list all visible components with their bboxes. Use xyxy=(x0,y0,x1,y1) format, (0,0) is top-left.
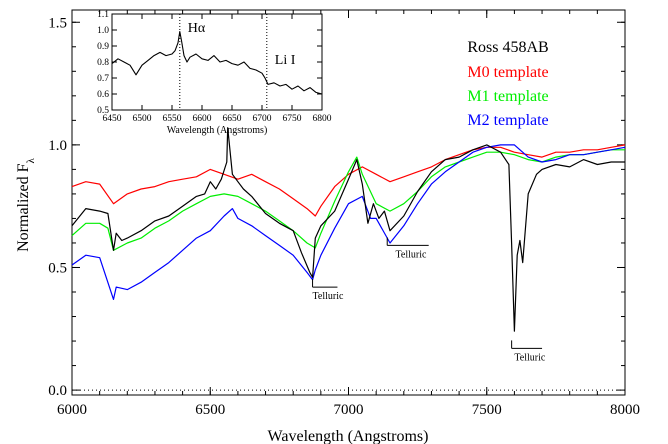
x-axis-title: Wavelength (Angstroms) xyxy=(268,428,429,444)
x-tick-label: 7500 xyxy=(472,402,502,418)
x-tick-label: 6500 xyxy=(195,402,225,418)
legend-title: Ross 458AB xyxy=(467,39,548,56)
inset-x-tick-label: 6700 xyxy=(253,114,272,124)
main-series-group xyxy=(71,127,626,332)
inset-y-tick-label: 0.9 xyxy=(97,42,109,52)
legend-entry-m2: M2 template xyxy=(467,112,548,129)
inset-reference-lines: Hα Li I xyxy=(179,14,296,110)
inset-x-axis-title: Wavelength (Angstroms) xyxy=(167,125,268,136)
inset-x-tick-label: 6800 xyxy=(313,114,332,124)
inset-y-tick-label: 1.1 xyxy=(97,10,109,20)
telluric-annotations: Telluric Telluric Telluric xyxy=(312,237,546,363)
legend: Ross 458AB M0 template M1 template M2 te… xyxy=(467,39,548,129)
inset-background xyxy=(112,14,322,110)
x-tick-label: 7000 xyxy=(334,402,364,418)
y-tick-label: 0.5 xyxy=(48,260,67,276)
series-m1-template xyxy=(71,149,625,251)
legend-entry-m0: M0 template xyxy=(467,64,548,81)
inset-x-tick-label: 6450 xyxy=(103,114,122,124)
inset-y-tick-label: 0.7 xyxy=(97,74,109,84)
inset-series-group xyxy=(111,31,323,95)
series-m2-template xyxy=(71,144,626,300)
legend-entry-m1: M1 template xyxy=(467,88,548,105)
inset-x-tick-label: 6500 xyxy=(133,114,152,124)
telluric-label: Telluric xyxy=(313,291,345,302)
inset-y-tick-label: 1.0 xyxy=(97,26,109,36)
y-tick-label: 0.0 xyxy=(48,383,67,399)
y-axis-title-subscript: λ xyxy=(25,157,37,163)
series-m0-template xyxy=(71,144,626,217)
inset-y-tick-label: 0.5 xyxy=(97,106,109,116)
series-ross-458ab xyxy=(71,127,625,332)
main-ticks: 6000 6500 7000 7500 8000 0.0 0.5 1.0 1.5 xyxy=(48,10,640,418)
telluric-label: Telluric xyxy=(395,249,427,260)
telluric-label: Telluric xyxy=(514,352,546,363)
inset-vline-label: Li I xyxy=(275,53,296,68)
inset-y-tick-label: 0.6 xyxy=(97,90,109,100)
inset-series-line xyxy=(111,31,323,95)
inset-ticks: 6450 6500 6550 6600 6650 6700 6750 6800 0.5 0.6 0.… xyxy=(97,10,332,124)
y-axis-title: Normalized Fλ xyxy=(15,157,37,251)
inset-x-tick-label: 6550 xyxy=(163,114,182,124)
x-tick-label: 6000 xyxy=(57,402,87,418)
inset-x-tick-label: 6750 xyxy=(283,114,302,124)
y-tick-label: 1.0 xyxy=(48,138,67,154)
y-tick-label: 1.5 xyxy=(48,15,67,31)
inset-vline-label: Hα xyxy=(188,21,206,36)
inset-y-tick-label: 0.8 xyxy=(97,58,109,68)
inset-x-tick-label: 6650 xyxy=(223,114,242,124)
inset-x-tick-label: 6600 xyxy=(193,114,212,124)
x-tick-label: 8000 xyxy=(610,402,640,418)
